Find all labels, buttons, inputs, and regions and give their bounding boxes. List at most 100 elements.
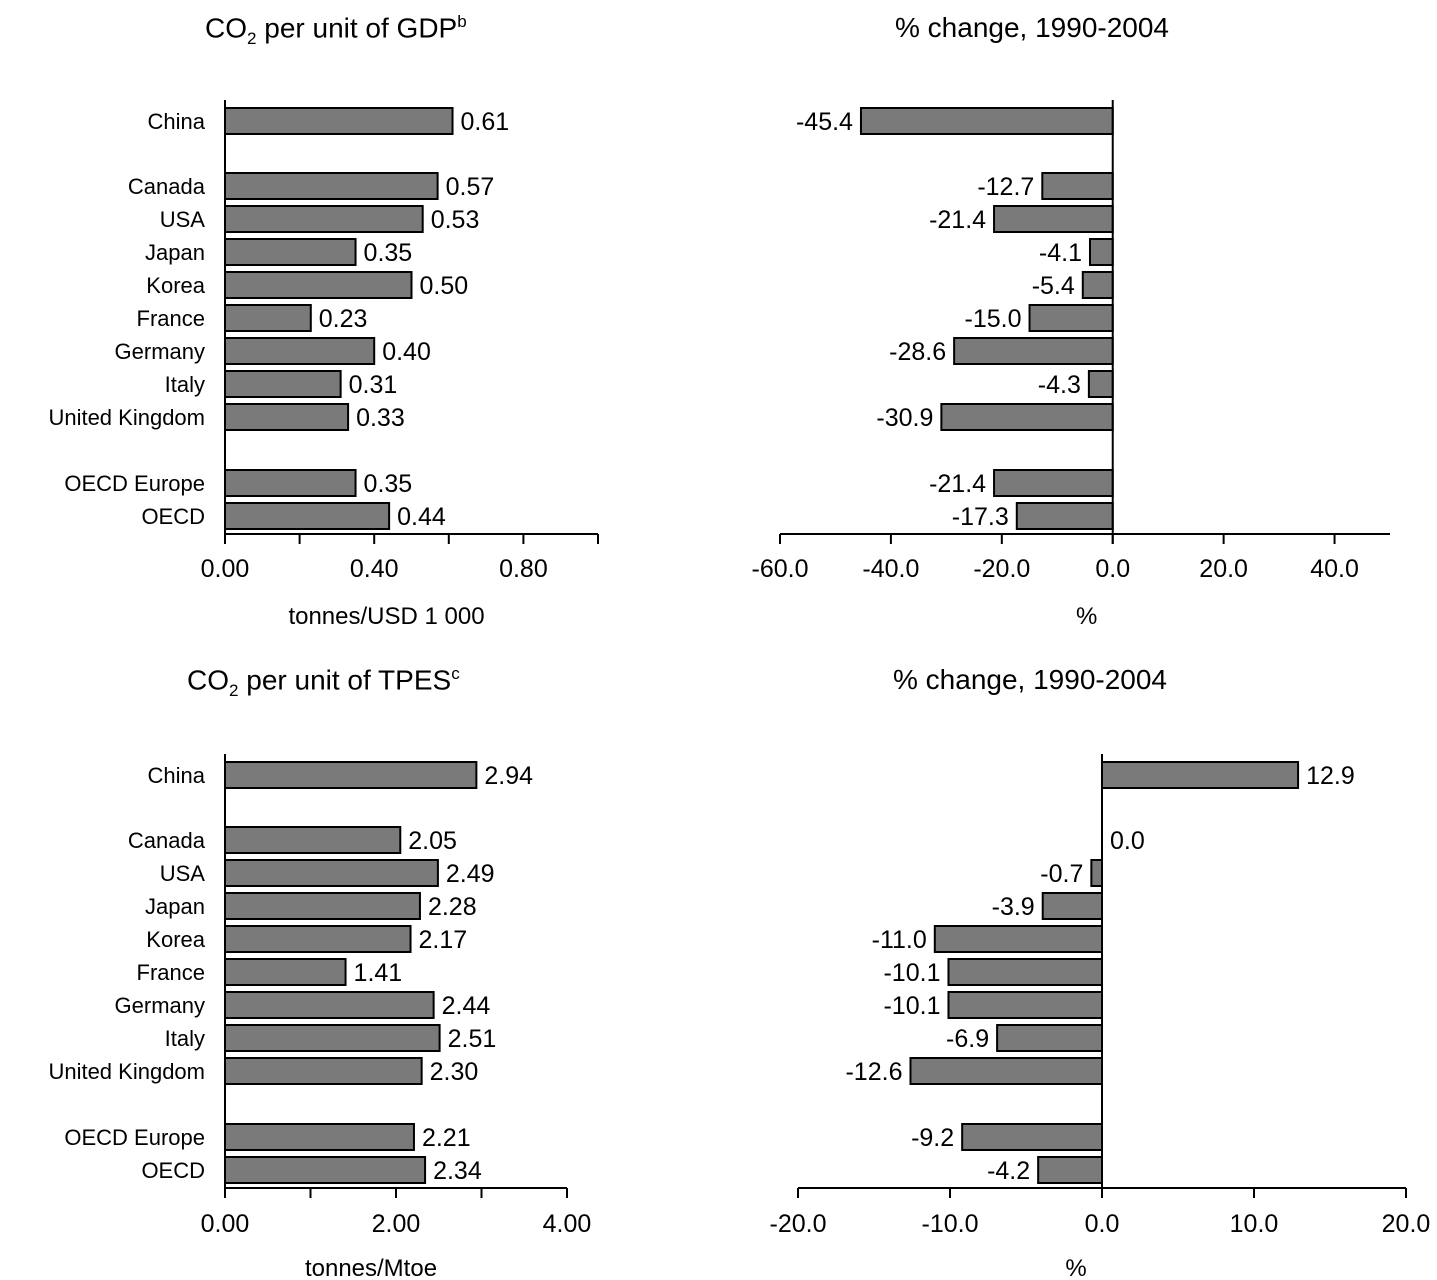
bar-germany	[953, 337, 1114, 365]
bar-japan	[1088, 238, 1114, 266]
x-tick-label-3: 10.0	[1230, 1210, 1279, 1238]
x-tick-label-0: 0.00	[201, 555, 250, 583]
category-label-korea: Korea	[146, 273, 205, 298]
category-label-oecd: OECD	[141, 504, 205, 529]
x-axis-title: %	[1065, 1255, 1086, 1280]
data-label-germany: -10.1	[883, 992, 940, 1020]
bar-usa	[1090, 859, 1103, 887]
data-label-usa: -0.7	[1040, 860, 1083, 888]
chart-co2-per-gdp: 0.61 China 0.57 Canada 0.53 USA 0.35 Japan 0.50 K…	[48, 100, 599, 630]
x-tick-label-2: -20.0	[973, 555, 1030, 583]
category-label-oecd: OECD	[141, 1158, 205, 1183]
data-label-usa: 0.53	[431, 206, 480, 234]
data-label-germany: 0.40	[382, 338, 431, 366]
data-label-france: -15.0	[965, 305, 1022, 333]
data-label-usa: 2.49	[446, 860, 495, 888]
bar-korea	[1081, 271, 1114, 299]
x-axis-title: tonnes/Mtoe	[305, 1255, 437, 1280]
data-label-canada: -12.7	[977, 173, 1034, 201]
category-label-france: France	[137, 306, 205, 331]
data-label-oecd-europe: -21.4	[929, 470, 986, 498]
category-label-united-kingdom: United Kingdom	[48, 405, 205, 430]
bar-france	[224, 304, 312, 332]
data-label-canada: 2.05	[408, 827, 457, 855]
bar-france	[947, 958, 1103, 986]
category-label-korea: Korea	[146, 927, 205, 952]
bar-united-kingdom	[909, 1057, 1103, 1085]
data-label-japan: -4.1	[1039, 239, 1082, 267]
bar-china	[1101, 761, 1300, 789]
x-tick-label-4: 0.80	[499, 555, 548, 583]
data-label-germany: 2.44	[442, 992, 491, 1020]
bar-oecd-europe	[993, 469, 1114, 497]
data-label-china: 12.9	[1306, 762, 1355, 790]
bar-oecd-europe	[224, 1123, 415, 1151]
data-label-china: 2.94	[484, 762, 533, 790]
data-label-oecd: -17.3	[952, 503, 1009, 531]
category-label-italy: Italy	[165, 1026, 205, 1051]
data-label-italy: 2.51	[448, 1025, 497, 1053]
bar-oecd-europe	[224, 469, 357, 497]
category-label-canada: Canada	[128, 174, 206, 199]
data-label-china: -45.4	[796, 108, 853, 136]
data-label-oecd-europe: 0.35	[364, 470, 413, 498]
category-label-united-kingdom: United Kingdom	[48, 1059, 205, 1084]
x-tick-label-5: 40.0	[1310, 555, 1359, 583]
bar-canada	[224, 172, 439, 200]
x-tick-label-0: 0.00	[201, 1210, 250, 1238]
x-tick-label-0: -20.0	[770, 1210, 827, 1238]
category-label-japan: Japan	[145, 894, 205, 919]
data-label-france: 1.41	[354, 959, 403, 987]
x-tick-label-4: 20.0	[1382, 1210, 1431, 1238]
bar-united-kingdom	[940, 403, 1114, 431]
bar-canada	[224, 826, 402, 854]
bar-korea	[933, 925, 1103, 953]
category-label-china: China	[148, 763, 206, 788]
bar-oecd-europe	[961, 1123, 1103, 1151]
bar-united-kingdom	[224, 1057, 423, 1085]
data-label-oecd-europe: 2.21	[422, 1124, 471, 1152]
chart-title-gdp-change: % change, 1990-2004	[895, 12, 1169, 43]
data-label-korea: 0.50	[420, 272, 469, 300]
x-tick-label-2: 0.0	[1085, 1210, 1120, 1238]
bar-china	[859, 107, 1114, 135]
x-tick-label-0: -60.0	[752, 555, 809, 583]
data-label-oecd-europe: -9.2	[911, 1124, 954, 1152]
bar-japan	[224, 892, 421, 920]
category-label-germany: Germany	[115, 993, 205, 1018]
x-tick-label-2: 0.40	[350, 555, 399, 583]
bar-germany	[224, 991, 435, 1019]
bar-oecd	[1015, 502, 1114, 530]
x-tick-label-3: 0.0	[1095, 555, 1130, 583]
x-tick-label-2: 2.00	[372, 1210, 421, 1238]
data-label-germany: -28.6	[889, 338, 946, 366]
bar-usa	[993, 205, 1114, 233]
data-label-italy: 0.31	[349, 371, 398, 399]
data-label-japan: 0.35	[364, 239, 413, 267]
category-label-italy: Italy	[165, 372, 205, 397]
category-label-france: France	[137, 960, 205, 985]
data-label-canada: 0.57	[446, 173, 495, 201]
data-label-united-kingdom: 0.33	[356, 404, 405, 432]
bar-oecd	[224, 1156, 427, 1184]
category-label-canada: Canada	[128, 828, 206, 853]
bar-italy	[1087, 370, 1114, 398]
bar-italy	[996, 1024, 1103, 1052]
data-label-france: 0.23	[319, 305, 368, 333]
bar-oecd	[1037, 1156, 1104, 1184]
category-label-germany: Germany	[115, 339, 205, 364]
bar-korea	[224, 271, 413, 299]
chart-title-tpes-change: % change, 1990-2004	[893, 664, 1167, 695]
data-label-korea: -11.0	[872, 926, 927, 954]
chart-title-co2-tpes: CO2 per unit of TPESc	[187, 664, 460, 700]
bar-china	[224, 761, 478, 789]
chart-co2-gdp-pct-change: -45.4 -12.7 -21.4 -4.1 -5.4 -15.0 -28.6 -4.3 -30…	[752, 100, 1390, 630]
bar-germany	[224, 337, 376, 365]
category-label-usa: USA	[160, 207, 206, 232]
category-label-china: China	[148, 109, 206, 134]
data-label-italy: -4.3	[1038, 371, 1081, 399]
chart-title-co2-gdp: CO2 per unit of GDPb	[205, 12, 467, 48]
data-label-united-kingdom: -12.6	[845, 1058, 902, 1086]
x-tick-label-1: -40.0	[862, 555, 919, 583]
bar-france	[224, 958, 347, 986]
